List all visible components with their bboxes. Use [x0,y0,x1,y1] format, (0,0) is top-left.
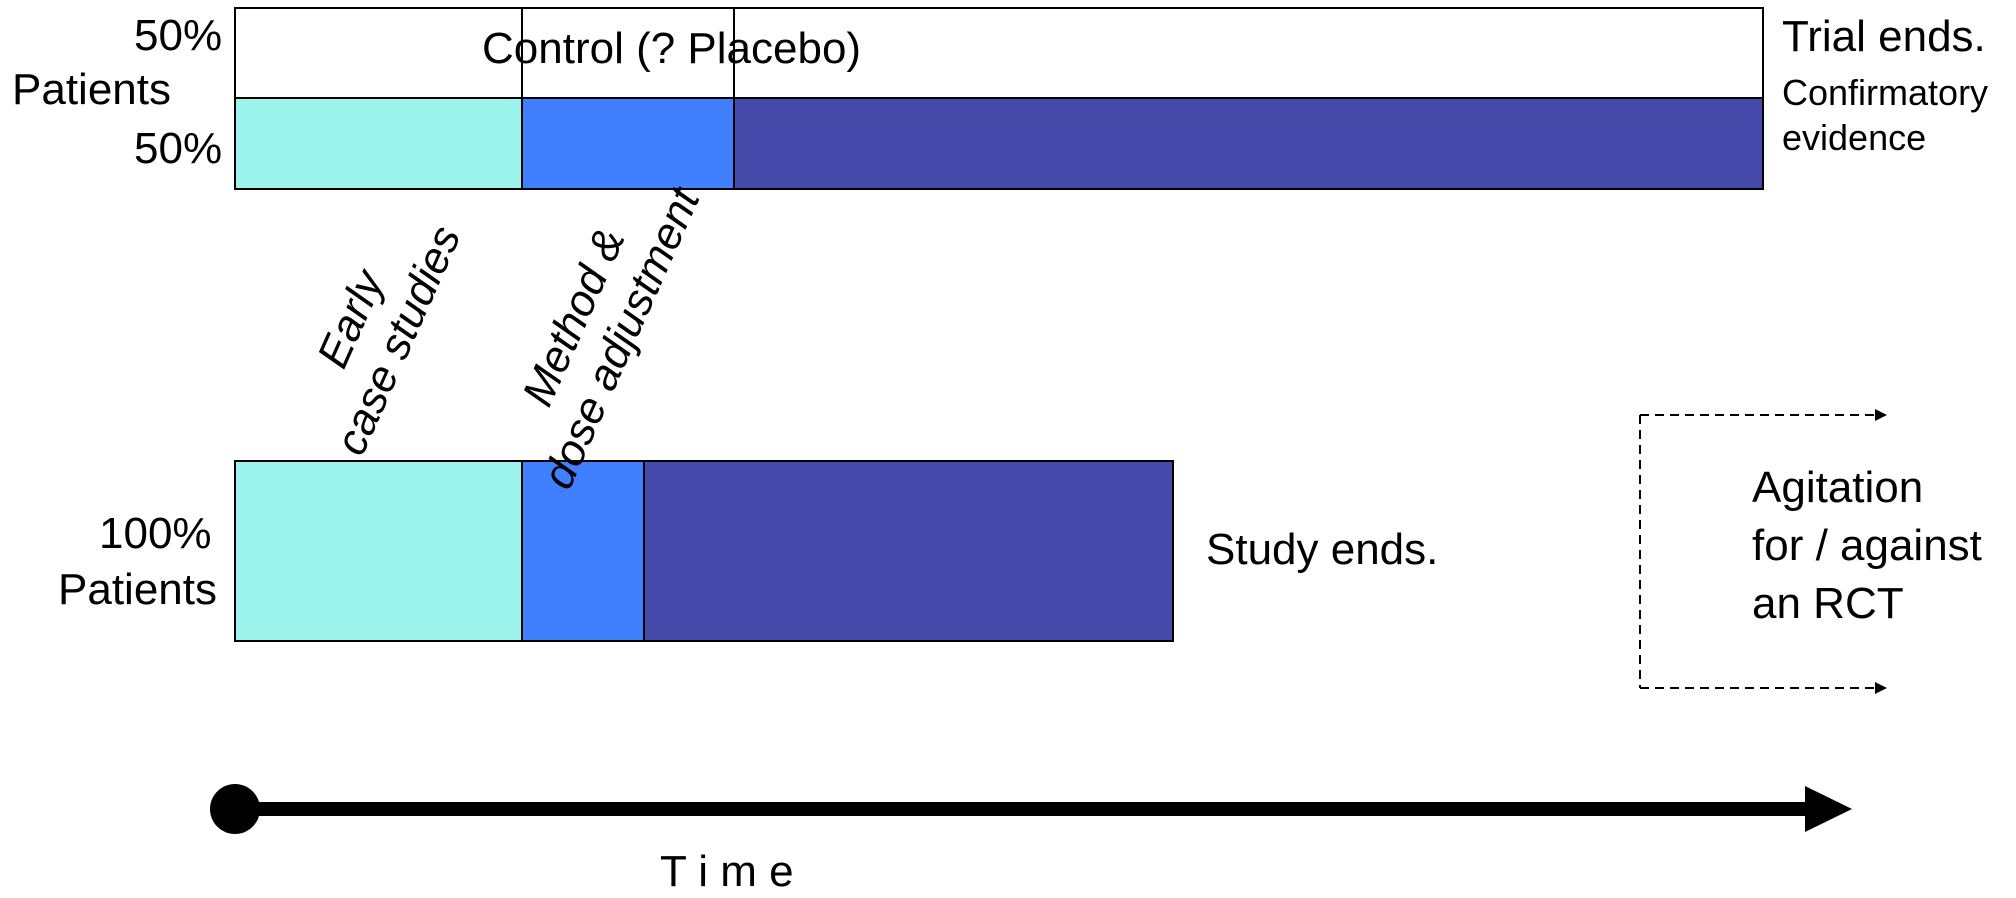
trial-end-title: Trial ends. [1782,12,1986,61]
trial-end-sub2: evidence [1782,117,1927,158]
trial-treatment-share: 50% [134,124,223,173]
trial-early-segment [234,97,523,190]
agitation-line1: Agitation [1752,463,1924,512]
trial-method-segment [521,97,735,190]
trial-patients-label: Patients [12,65,171,114]
control-bar [234,7,1764,99]
study-end-label: Study ends. [1206,525,1439,574]
study-share: 100% [99,509,212,558]
control-divider-2 [733,7,735,99]
time-axis-start-dot [210,784,260,834]
agitation-line2: for / against [1752,521,1982,570]
study-main-segment [643,460,1174,642]
agitation-line3: an RCT [1752,579,1904,628]
study-early-segment [234,460,523,642]
time-axis-label: T i m e [660,847,794,896]
trial-control-share: 50% [134,11,223,60]
trial-main-segment [733,97,1764,190]
time-axis-arrowhead [1805,786,1852,832]
control-divider-1 [521,7,523,99]
study-patients-label: Patients [58,565,217,614]
control-label: Control (? Placebo) [482,24,862,73]
trial-end-sub1: Confirmatory [1782,72,1989,113]
